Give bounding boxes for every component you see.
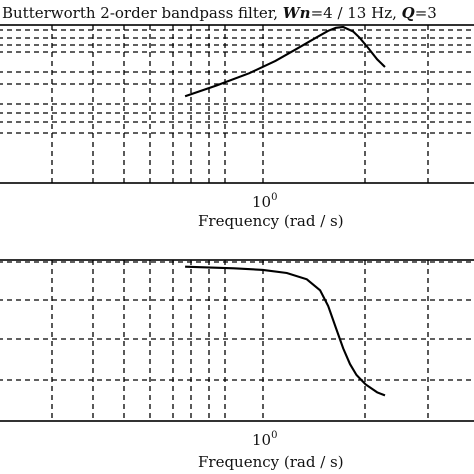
bottom-series-line — [185, 265, 386, 397]
top-plot-frame — [0, 24, 474, 184]
title-prefix: Butterworth 2-order bandpass filter, — [2, 4, 283, 22]
bottom-plot-frame — [0, 259, 474, 422]
top-series-line — [184, 25, 386, 98]
title-q-sep: , — [392, 4, 402, 22]
phase-plot — [0, 259, 474, 422]
title-wn-val: =4 / 13 Hz — [311, 4, 393, 22]
title-q-var: Q — [402, 4, 415, 22]
title-q-val: =3 — [415, 4, 437, 22]
chart-title: Butterworth 2-order bandpass filter, Wn=… — [2, 4, 437, 22]
xlabel-top: Frequency (rad / s) — [198, 212, 344, 230]
xtick-label-top: 100 — [252, 192, 277, 211]
xlabel-bottom: Frequency (rad / s) — [198, 453, 344, 471]
xtick-label-bottom: 100 — [252, 430, 277, 449]
title-wn-var: Wn — [283, 4, 311, 22]
magnitude-plot — [0, 24, 474, 184]
